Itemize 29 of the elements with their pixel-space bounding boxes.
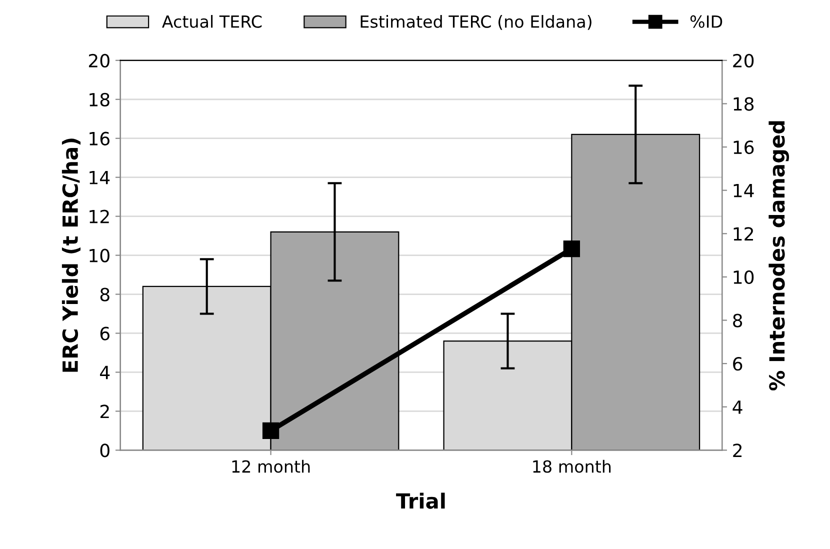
- y-tick-label: 8: [100, 288, 110, 302]
- y2-tick-label: 20: [733, 54, 754, 68]
- y-tick-label: 10: [90, 248, 110, 262]
- y-tick-label: 18: [90, 92, 110, 106]
- y-tick-label: 20: [88, 54, 110, 68]
- y-tick-label: 16: [90, 132, 110, 146]
- y-tick-label: 14: [90, 171, 110, 184]
- y2-axis-title: % Internodes damaged: [768, 121, 790, 390]
- x-tick-label: 12 month: [232, 460, 310, 473]
- y-tick-label: 2: [100, 404, 109, 418]
- y-tick-label: 12: [90, 210, 109, 224]
- y-tick-label: 6: [100, 326, 110, 340]
- y2-tick-label: 18: [734, 97, 754, 111]
- y2-tick-label: 4: [732, 400, 742, 414]
- y2-tick-label: 14: [734, 184, 754, 198]
- y2-tick-label: 12: [734, 227, 753, 240]
- y-axis-title: ERC Yield (t ERC/ha): [62, 138, 81, 372]
- legend-label: Estimated TERC (no Eldana): [360, 15, 592, 30]
- x-tick-label: 18 month: [533, 460, 611, 473]
- y-tick-label: 4: [100, 366, 110, 380]
- x-axis-title: Trial: [396, 492, 445, 509]
- y-tick-label: 0: [100, 444, 110, 458]
- y2-tick-label: 6: [733, 357, 742, 371]
- y2-tick-label: 16: [734, 140, 754, 154]
- y2-tick-label: 2: [733, 444, 742, 458]
- legend-label: %ID: [690, 15, 722, 28]
- legend-label: Actual TERC: [162, 15, 262, 28]
- y2-tick-label: 8: [733, 314, 742, 328]
- y2-tick-label: 10: [734, 270, 754, 284]
